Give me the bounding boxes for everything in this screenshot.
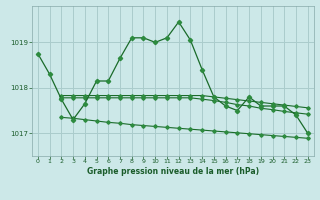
X-axis label: Graphe pression niveau de la mer (hPa): Graphe pression niveau de la mer (hPa) (87, 167, 259, 176)
